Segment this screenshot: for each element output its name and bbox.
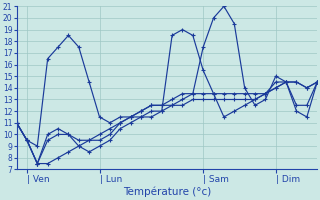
X-axis label: Température (°c): Température (°c) <box>123 187 211 197</box>
